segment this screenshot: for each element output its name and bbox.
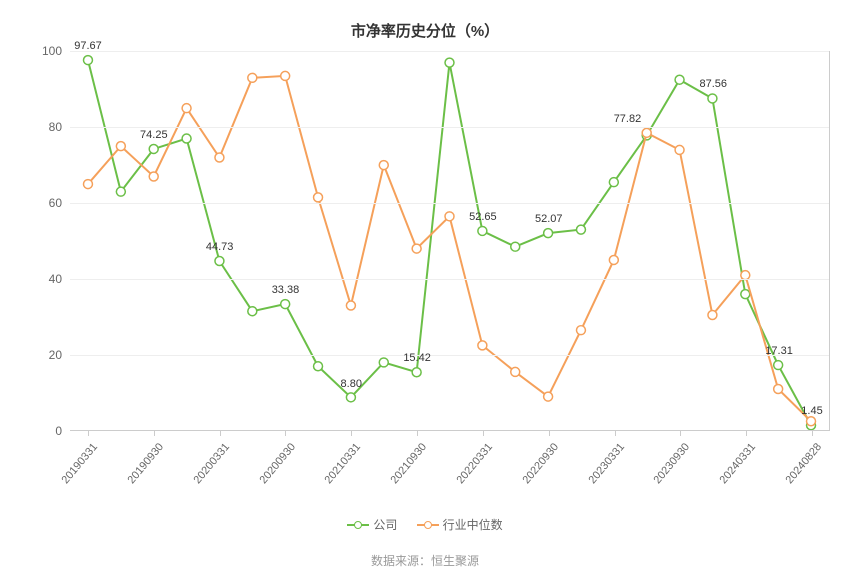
y-tick-label: 20 — [49, 348, 62, 362]
series-marker — [412, 244, 421, 253]
x-tick-mark — [417, 431, 418, 436]
y-tick-label: 0 — [55, 424, 62, 438]
x-tick-mark — [746, 431, 747, 436]
series-marker — [708, 311, 717, 320]
series-marker — [609, 255, 618, 264]
series-marker — [116, 187, 125, 196]
legend-swatch-industry — [417, 519, 439, 531]
x-tick-mark — [483, 431, 484, 436]
series-marker — [346, 301, 355, 310]
series-marker — [379, 358, 388, 367]
x-tick-label: 20240331 — [718, 441, 759, 486]
x-axis: 2019033120190930202003312020093020210331… — [70, 431, 830, 501]
series-marker — [215, 153, 224, 162]
series-marker — [248, 307, 257, 316]
series-marker — [116, 142, 125, 151]
series-marker — [182, 134, 191, 143]
series-marker — [83, 180, 92, 189]
series-marker — [182, 104, 191, 113]
series-marker — [544, 392, 553, 401]
chart-title: 市净率历史分位（%） — [30, 20, 820, 41]
legend: 公司 行业中位数 — [30, 516, 820, 534]
series-marker — [412, 368, 421, 377]
series-marker — [379, 161, 388, 170]
series-marker — [445, 212, 454, 221]
grid-line — [70, 355, 829, 356]
series-marker — [609, 178, 618, 187]
series-marker — [774, 385, 783, 394]
x-tick-label: 20230930 — [652, 441, 693, 486]
series-line-0 — [88, 60, 811, 425]
series-marker — [807, 417, 816, 426]
x-tick-mark — [351, 431, 352, 436]
series-marker — [149, 144, 158, 153]
y-tick-label: 60 — [49, 196, 62, 210]
x-tick-label: 20220331 — [454, 441, 495, 486]
legend-label-industry: 行业中位数 — [443, 516, 503, 533]
data-source: 数据来源：恒生聚源 — [30, 552, 820, 569]
series-marker — [281, 71, 290, 80]
x-tick-mark — [615, 431, 616, 436]
series-marker — [675, 75, 684, 84]
series-marker — [83, 56, 92, 65]
series-marker — [642, 128, 651, 137]
series-marker — [576, 326, 585, 335]
series-marker — [544, 229, 553, 238]
legend-swatch-company — [347, 519, 369, 531]
x-tick-mark — [88, 431, 89, 436]
series-marker — [215, 257, 224, 266]
grid-line — [70, 279, 829, 280]
grid-line — [70, 127, 829, 128]
x-tick-mark — [812, 431, 813, 436]
x-tick-label: 20210331 — [323, 441, 364, 486]
legend-item-company: 公司 — [347, 516, 397, 533]
x-tick-label: 20240828 — [784, 441, 825, 486]
series-marker — [478, 341, 487, 350]
series-marker — [149, 172, 158, 181]
series-marker — [281, 300, 290, 309]
series-marker — [576, 225, 585, 234]
y-axis: 020406080100 — [30, 51, 70, 431]
series-marker — [478, 226, 487, 235]
series-marker — [511, 242, 520, 251]
x-tick-mark — [154, 431, 155, 436]
x-tick-label: 20200331 — [191, 441, 232, 486]
x-tick-mark — [220, 431, 221, 436]
series-marker — [314, 362, 323, 371]
series-marker — [314, 193, 323, 202]
x-tick-label: 20190331 — [60, 441, 101, 486]
grid-line — [70, 51, 829, 52]
series-marker — [445, 58, 454, 67]
grid-line — [70, 203, 829, 204]
y-tick-label: 80 — [49, 120, 62, 134]
series-marker — [248, 73, 257, 82]
series-marker — [346, 393, 355, 402]
chart-lines-svg — [70, 51, 829, 431]
x-tick-label: 20210930 — [389, 441, 430, 486]
x-tick-mark — [549, 431, 550, 436]
chart-container: 市净率历史分位（%） 020406080100 97.6774.2544.733… — [0, 0, 850, 575]
series-marker — [708, 94, 717, 103]
series-marker — [741, 290, 750, 299]
y-tick-label: 40 — [49, 272, 62, 286]
x-tick-label: 20190930 — [125, 441, 166, 486]
series-marker — [511, 367, 520, 376]
x-tick-mark — [680, 431, 681, 436]
legend-item-industry: 行业中位数 — [417, 516, 503, 533]
plot-area: 020406080100 97.6774.2544.7333.388.8015.… — [70, 51, 830, 431]
x-tick-label: 20200930 — [257, 441, 298, 486]
x-tick-label: 20220930 — [520, 441, 561, 486]
x-tick-mark — [285, 431, 286, 436]
y-tick-label: 100 — [42, 44, 62, 58]
x-tick-label: 20230331 — [586, 441, 627, 486]
legend-label-company: 公司 — [373, 516, 397, 533]
series-marker — [675, 145, 684, 154]
series-marker — [774, 361, 783, 370]
